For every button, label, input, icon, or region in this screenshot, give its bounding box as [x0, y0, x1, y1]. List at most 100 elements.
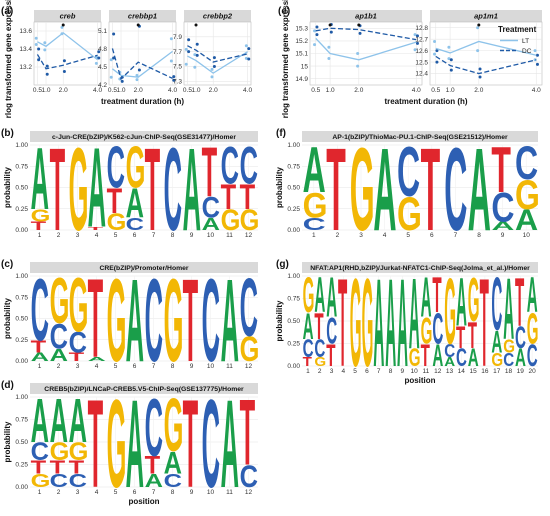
logo-letter-C: C	[515, 136, 538, 190]
y-tick-label: 7.9	[173, 34, 182, 41]
x-tick-label: 5	[114, 232, 118, 239]
logo-title-strip	[302, 262, 538, 273]
logo-letter-T: T	[107, 181, 123, 221]
logo-letter-C: C	[164, 470, 182, 491]
logo-letter-G: G	[397, 187, 422, 241]
facet-plot-area	[33, 21, 102, 86]
logo-letter-T: T	[31, 457, 47, 478]
y-tick-label: 1.00	[15, 273, 28, 280]
x-tick-label: 4.0	[412, 87, 421, 94]
x-tick-label: 19	[517, 368, 525, 375]
logo-letter-A: A	[183, 125, 201, 256]
logo-letter-T: T	[88, 375, 104, 511]
logo-title: c-Jun-CRE(bZIP)/K562-cJun-ChIP-Seq(GSE31…	[52, 134, 236, 141]
logo-letter-G: G	[240, 203, 260, 236]
legend: Treatment LT DC	[498, 25, 537, 55]
y-tick-label: 12.4	[415, 71, 428, 78]
data-point-LT	[244, 44, 248, 48]
data-point-LT	[413, 33, 417, 37]
x-tick-label: 3	[359, 232, 363, 239]
data-point-DC	[62, 59, 66, 63]
x-tick-label: 11	[226, 232, 233, 239]
x-tick-label: 0.5	[431, 87, 440, 94]
data-point-DC	[247, 47, 251, 51]
logo-letter-C: C	[107, 134, 125, 200]
logo-letter-C: C	[69, 470, 87, 491]
y-tick-label: 5.1	[98, 28, 107, 35]
logo-letter-A: A	[303, 133, 326, 205]
data-point-DC	[187, 38, 191, 42]
logo-letter-A: A	[397, 252, 408, 392]
x-tick-label: 4.0	[168, 87, 177, 94]
logo-letter-C: C	[50, 316, 68, 356]
y-tick-label: 0.75	[287, 296, 300, 303]
x-tick-label: 10	[410, 368, 418, 375]
y-tick-label: 15	[301, 63, 309, 70]
data-point-DC	[97, 56, 101, 60]
data-point-LT	[169, 37, 173, 41]
logo-letter-T: T	[491, 133, 511, 205]
x-tick-label: 9	[190, 232, 194, 239]
logo-letter-C: C	[126, 214, 145, 234]
data-point-LT	[210, 67, 214, 71]
logo-letter-T: T	[515, 263, 524, 340]
facet-title: crebbp1	[128, 12, 157, 21]
logo-letter-A: A	[373, 125, 396, 256]
data-point-LT	[244, 56, 248, 60]
facet-strip	[310, 10, 422, 22]
panel-label: (b)	[1, 128, 14, 139]
data-point-DC	[212, 56, 216, 60]
data-point-DC	[62, 70, 66, 73]
facet-creb: creb 13.2 13.4 13.6 0.5 1.0 2.0 4.0	[19, 10, 102, 94]
y-tick-label: 0.75	[287, 163, 300, 170]
facet-strip	[184, 10, 251, 22]
panel-label: (d)	[1, 380, 14, 391]
y-tick-label: 7.7	[173, 49, 182, 56]
facet-ap1m1: ap1m1 12.4 12.5 12.6 12.7 12.8 0.5 1.0 2.0 4.0	[415, 10, 543, 94]
logo-letter-G: G	[69, 438, 89, 466]
x-tick-label: 2	[336, 232, 340, 239]
data-point-DC	[37, 47, 41, 51]
x-tick-label: 1.0	[326, 87, 335, 94]
logo-letter-T: T	[240, 177, 256, 217]
logo-letter-C: C	[31, 438, 49, 466]
data-point-LT	[184, 47, 188, 51]
y-tick-label: 0.75	[15, 294, 28, 301]
facet-ap1b1: ap1b1 14.9 15 15.1 15.2 15.3 0.5 1.0 2.0 4.0	[295, 10, 423, 94]
logo-letter-G: G	[107, 210, 127, 236]
logo-letter-T: T	[88, 256, 104, 382]
y-tick-label: 0.00	[287, 363, 300, 370]
logo-letter-C: C	[444, 125, 467, 256]
data-point-DC	[315, 25, 319, 29]
logo-title-strip	[30, 262, 258, 273]
logo-letter-G: G	[503, 336, 515, 357]
data-point-LT	[43, 41, 47, 45]
x-tick-label: 20	[528, 368, 536, 375]
logo-letter-A: A	[145, 470, 163, 491]
logo-letter-A: A	[421, 266, 432, 329]
data-point-LT	[60, 25, 64, 29]
panel-label: (g)	[276, 259, 289, 270]
logo-letter-A: A	[88, 126, 106, 252]
x-tick-label: 18	[505, 368, 513, 375]
logo-letter-G: G	[69, 125, 89, 256]
legend-title: Treatment	[498, 25, 537, 34]
logo-letter-C: C	[456, 344, 467, 372]
x-tick-label: 5	[353, 368, 357, 375]
data-point-LT	[313, 29, 317, 33]
logo-title-strip	[302, 131, 538, 142]
series-line-DC	[36, 54, 98, 70]
panel-d: CREB5(bZIP)/LNCaP-CREB5.V5-ChIP-Seq(GSE1…	[1, 375, 258, 515]
data-point-DC	[435, 60, 439, 64]
logo-title: AP-1(bZIP)/ThioMac-PU.1-ChIP-Seq(GSE2151…	[332, 134, 508, 141]
x-tick-label: 2	[57, 489, 61, 496]
x-tick-label: 8	[171, 489, 175, 496]
y-tick-label: 0.50	[15, 185, 28, 192]
facet-crebbp2: crebbp2 7.3 7.5 7.7 7.9 0.5 1.0 2.0 4.0	[173, 10, 252, 94]
logo-letter-G: G	[240, 329, 260, 369]
logo-letter-T: T	[50, 125, 66, 256]
y-tick-label: 0.25	[287, 341, 300, 348]
x-tick-label: 6	[133, 489, 137, 496]
logo-letter-G: G	[126, 134, 146, 200]
logo-letter-C: C	[221, 135, 239, 195]
